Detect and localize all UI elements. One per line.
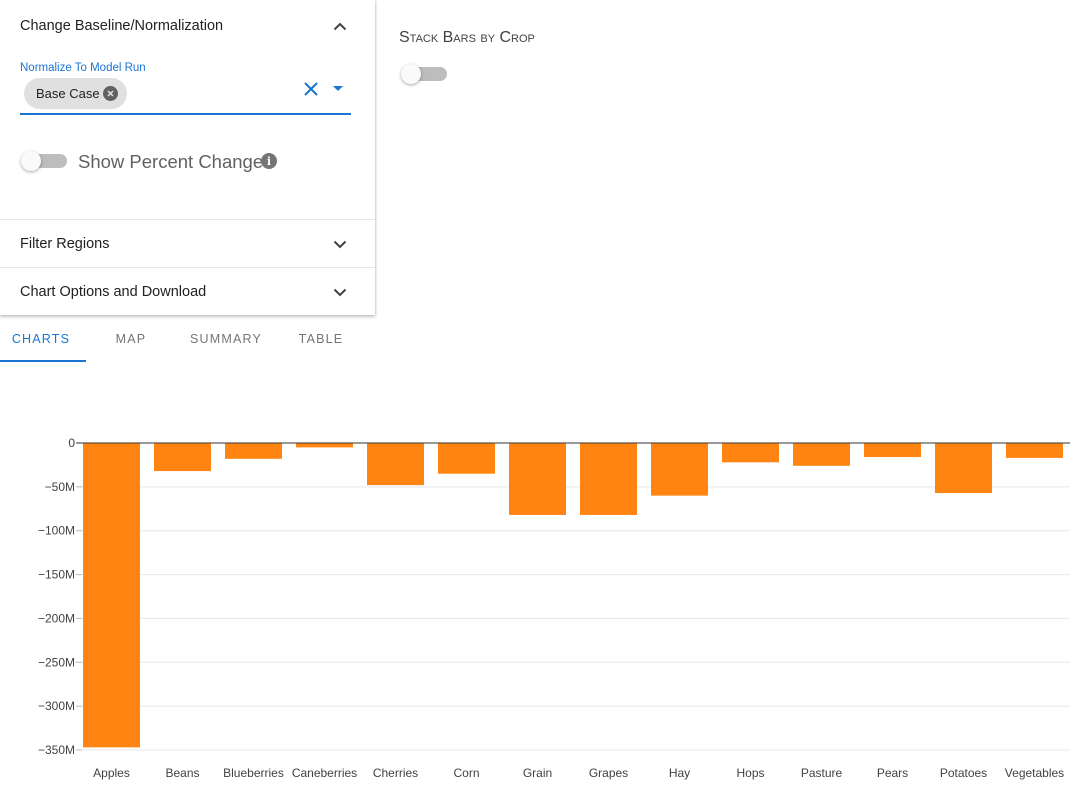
baseline-section-title: Change Baseline/Normalization: [20, 18, 224, 34]
x-tick-label: Caneberries: [292, 766, 357, 780]
bar-apples[interactable]: [83, 443, 140, 748]
y-tick-label: −100M: [38, 524, 75, 538]
x-tick-label: Pears: [877, 766, 908, 780]
close-icon[interactable]: [303, 81, 319, 97]
y-tick-label: −200M: [38, 611, 75, 625]
chart-options-header[interactable]: Chart Options and Download: [0, 268, 375, 316]
tab-table[interactable]: TABLE: [298, 332, 344, 346]
chip-label: Base Case: [36, 86, 100, 101]
tab-summary[interactable]: SUMMARY: [189, 332, 263, 346]
cancel-circle-icon[interactable]: [103, 86, 118, 101]
divider: [0, 267, 375, 268]
bar-grain[interactable]: [509, 443, 566, 515]
bar-hops[interactable]: [722, 443, 779, 463]
bar-blueberries[interactable]: [225, 443, 282, 459]
x-tick-label: Apples: [93, 766, 130, 780]
y-tick-label: −300M: [38, 699, 75, 713]
bar-cherries[interactable]: [367, 443, 424, 486]
y-tick-label: −50M: [45, 480, 75, 494]
base-case-chip[interactable]: Base Case: [24, 78, 127, 109]
x-tick-label: Pasture: [801, 766, 843, 780]
settings-panel: Change Baseline/Normalization Normalize …: [0, 0, 375, 315]
normalize-label: Normalize To Model Run: [20, 62, 146, 74]
filter-regions-header[interactable]: Filter Regions: [0, 220, 375, 268]
switch-thumb[interactable]: [21, 151, 41, 171]
x-tick-label: Corn: [453, 766, 479, 780]
bar-pears[interactable]: [864, 443, 921, 458]
x-tick-label: Cherries: [373, 766, 418, 780]
bar-beans[interactable]: [154, 443, 211, 472]
bar-potatoes[interactable]: [935, 443, 992, 493]
chevron-up-icon[interactable]: [333, 19, 347, 33]
tab-map[interactable]: MAP: [115, 332, 147, 346]
stack-bars-label: Stack Bars by Crop: [399, 29, 535, 46]
x-tick-label: Blueberries: [223, 766, 284, 780]
x-tick-label: Hay: [669, 766, 690, 780]
switch-thumb[interactable]: [401, 64, 421, 84]
chevron-down-icon[interactable]: [333, 285, 347, 299]
chevron-down-icon[interactable]: [333, 237, 347, 251]
y-tick-label: −350M: [38, 743, 75, 757]
x-tick-label: Vegetables: [1005, 766, 1064, 780]
x-tick-label: Grain: [523, 766, 552, 780]
active-tab-indicator: [0, 360, 86, 362]
percent-change-label: Show Percent Change: [78, 151, 264, 172]
bar-corn[interactable]: [438, 443, 495, 474]
divider: [0, 219, 375, 220]
chart-options-title: Chart Options and Download: [20, 284, 207, 300]
bar-grapes[interactable]: [580, 443, 637, 515]
arrow-drop-down-icon[interactable]: [333, 86, 343, 91]
bar-vegetables[interactable]: [1006, 443, 1063, 458]
filter-regions-title: Filter Regions: [20, 236, 110, 252]
y-tick-label: 0: [68, 436, 75, 450]
x-tick-label: Beans: [165, 766, 199, 780]
x-tick-label: Potatoes: [940, 766, 987, 780]
bar-caneberries[interactable]: [296, 443, 353, 448]
bar-pasture[interactable]: [793, 443, 850, 466]
x-tick-label: Hops: [736, 766, 764, 780]
y-tick-label: −250M: [38, 655, 75, 669]
baseline-section-header[interactable]: Change Baseline/Normalization: [0, 2, 375, 50]
info-icon[interactable]: i: [261, 153, 277, 169]
y-tick-label: −150M: [38, 568, 75, 582]
bar-hay[interactable]: [651, 443, 708, 496]
switch-track: [33, 154, 67, 168]
tab-charts[interactable]: CHARTS: [11, 332, 71, 346]
x-tick-label: Grapes: [589, 766, 628, 780]
normalize-select-underline: [20, 113, 351, 115]
switch-track: [413, 67, 447, 81]
